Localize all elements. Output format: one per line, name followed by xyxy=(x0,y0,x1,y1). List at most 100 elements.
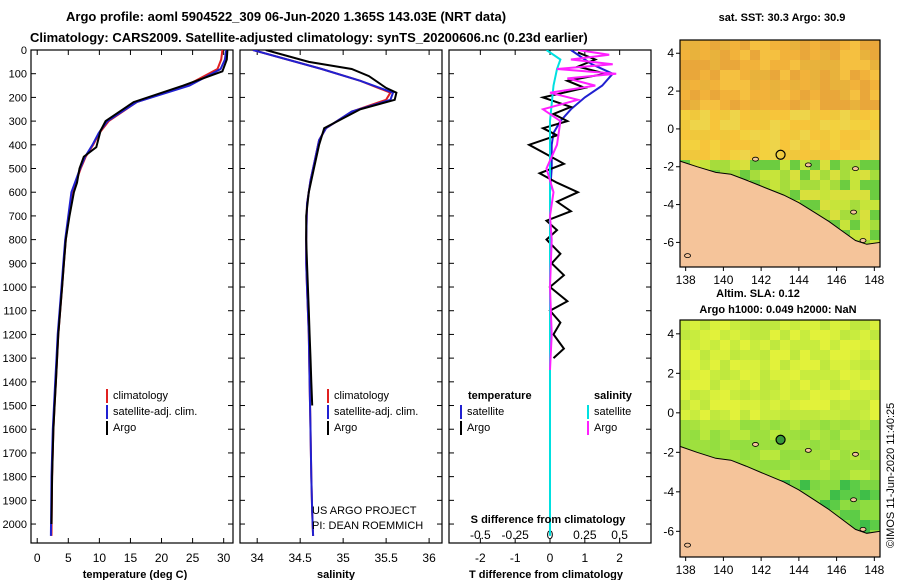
map-cell xyxy=(690,410,700,420)
map-cell xyxy=(870,500,880,510)
map-cell xyxy=(730,40,740,50)
map-cell xyxy=(680,350,690,360)
map-cell xyxy=(680,380,690,390)
map-cell xyxy=(760,350,770,360)
map-cell xyxy=(760,160,770,170)
map-cell xyxy=(690,360,700,370)
map-cell xyxy=(760,130,770,140)
sst-map: 138 140 142 144 146 148 4 2 0 -2 -4 -6 xyxy=(663,39,885,287)
map-cell xyxy=(750,460,760,470)
depth-tick-label: 1500 xyxy=(3,401,27,413)
depth-tick-label: 500 xyxy=(9,164,27,176)
map-cell xyxy=(790,170,800,180)
map-cell xyxy=(820,360,830,370)
map-cell xyxy=(760,390,770,400)
map-cell xyxy=(770,320,780,330)
map-cell xyxy=(760,400,770,410)
map-cell xyxy=(760,70,770,80)
argo-float-marker xyxy=(775,149,786,160)
map-cell xyxy=(770,150,780,160)
map-cell xyxy=(800,350,810,360)
map-cell xyxy=(860,360,870,370)
map-cell xyxy=(730,410,740,420)
map-cell xyxy=(800,110,810,120)
map-cell xyxy=(870,70,880,80)
map-cell xyxy=(860,160,870,170)
map-cell xyxy=(820,370,830,380)
map-cell xyxy=(700,50,710,60)
map-cell xyxy=(700,90,710,100)
map-cell xyxy=(830,480,840,490)
map-cell xyxy=(840,220,850,230)
map-cell xyxy=(870,460,880,470)
map-cell xyxy=(710,60,720,70)
map-cell xyxy=(830,90,840,100)
map-cell xyxy=(840,490,850,500)
map-cell xyxy=(810,120,820,130)
imos-credit: ©IMOS 11-Jun-2020 11:40:25 xyxy=(885,403,897,548)
map-cell xyxy=(770,50,780,60)
map-cell xyxy=(750,100,760,110)
map-cell xyxy=(770,410,780,420)
map-cell xyxy=(720,40,730,50)
map-cell xyxy=(850,70,860,80)
map-cell xyxy=(780,190,790,200)
map-cell xyxy=(830,50,840,60)
temperature-xtick-label: 25 xyxy=(186,551,200,565)
map-cell xyxy=(850,220,860,230)
map-cell xyxy=(760,80,770,90)
map-cell xyxy=(710,40,720,50)
map-cell xyxy=(700,340,710,350)
map-cell xyxy=(740,110,750,120)
map-cell xyxy=(830,490,840,500)
island xyxy=(852,166,859,172)
map-cell xyxy=(760,410,770,420)
map-cell xyxy=(770,60,780,70)
map-cell xyxy=(860,100,870,110)
map-cell xyxy=(710,430,720,440)
map-cell xyxy=(800,40,810,50)
map-cell xyxy=(850,160,860,170)
sla-map-title-line1: Altim. SLA: 0.12 xyxy=(716,288,800,300)
map-cell xyxy=(810,50,820,60)
difference-series-salinity-satellite xyxy=(545,50,562,536)
map-cell xyxy=(690,120,700,130)
map-cell xyxy=(760,60,770,70)
island xyxy=(852,451,859,457)
map-cell xyxy=(800,370,810,380)
map-cell xyxy=(830,190,840,200)
map-cell xyxy=(710,150,720,160)
salinity-xtick-label: 35 xyxy=(336,551,350,565)
map-cell xyxy=(820,200,830,210)
map-cell xyxy=(830,330,840,340)
map-cell xyxy=(820,480,830,490)
map-cell xyxy=(830,180,840,190)
map-cell xyxy=(760,120,770,130)
map-cell xyxy=(740,120,750,130)
map-cell xyxy=(840,190,850,200)
map-cell xyxy=(790,470,800,480)
map-cell xyxy=(680,80,690,90)
map-cell xyxy=(780,470,790,480)
map-cell xyxy=(840,510,850,520)
legend-climatology: climatology xyxy=(113,390,169,402)
map-cell xyxy=(840,200,850,210)
map-cell xyxy=(750,50,760,60)
map-cell xyxy=(800,60,810,70)
map-cell xyxy=(790,110,800,120)
map-cell xyxy=(770,340,780,350)
map-cell xyxy=(700,130,710,140)
map-cell xyxy=(710,350,720,360)
map-cell xyxy=(760,50,770,60)
map-cell xyxy=(720,320,730,330)
map-cell xyxy=(770,380,780,390)
depth-tick-label: 200 xyxy=(9,92,27,104)
map-cell xyxy=(850,330,860,340)
map-cell xyxy=(680,100,690,110)
map-cell xyxy=(790,390,800,400)
map-cell xyxy=(690,40,700,50)
map-cell xyxy=(820,420,830,430)
map-cell xyxy=(760,150,770,160)
map-cell xyxy=(790,50,800,60)
